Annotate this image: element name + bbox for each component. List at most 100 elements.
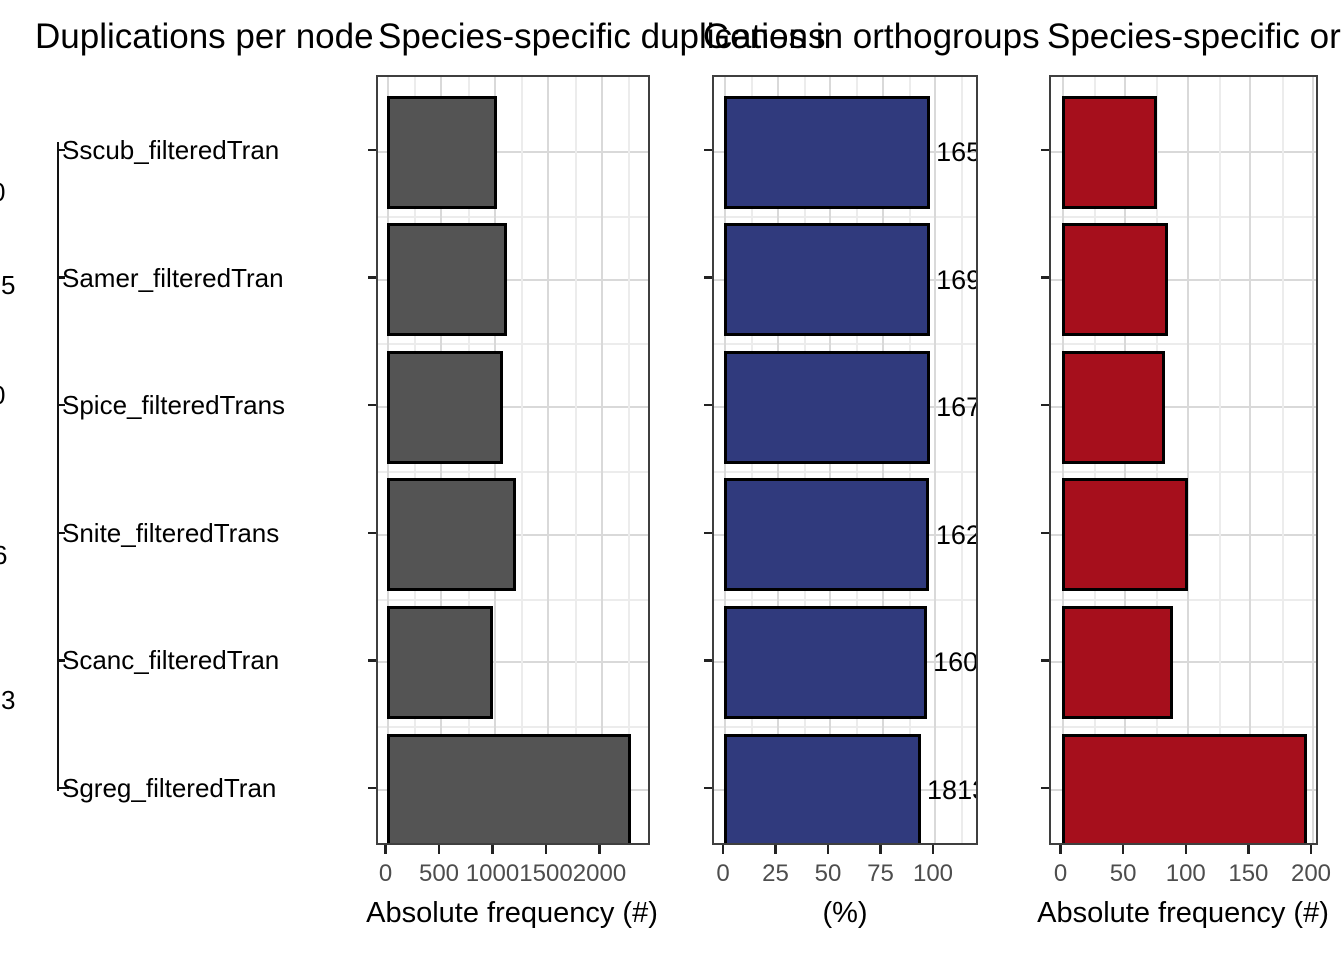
species-duplications-panel	[375, 75, 650, 845]
gridline-horizontal-minor	[1051, 726, 1316, 729]
bar-Samer_filteredTran	[724, 223, 930, 337]
gridline-vertical-minor	[1219, 77, 1222, 843]
bar-value-label: 167	[936, 392, 978, 423]
x-axis-tick-mark	[721, 845, 725, 854]
gridline-vertical-major	[1249, 77, 1252, 843]
gridline-horizontal-minor	[1051, 215, 1316, 218]
x-axis-tick-mark	[1184, 845, 1187, 854]
y-axis-tick-mark	[367, 786, 376, 790]
x-axis-tick-label: 1500	[519, 860, 573, 887]
gridline-horizontal-major	[377, 278, 648, 281]
species-label: Spice_filteredTrans	[62, 390, 286, 421]
gridline-horizontal-minor	[714, 471, 976, 473]
gridline-vertical-major	[934, 77, 936, 843]
x-axis-tick-mark	[826, 845, 830, 854]
gridline-horizontal-minor	[377, 726, 648, 729]
y-axis-tick-mark	[367, 276, 376, 279]
y-axis-tick-mark	[1041, 148, 1049, 152]
gridline-vertical-major	[547, 77, 549, 843]
bar-Scanc_filteredTran	[386, 605, 494, 719]
bar-Sscub_filteredTran	[724, 95, 930, 209]
y-axis-tick-mark	[1041, 659, 1049, 662]
x-axis-tick-mark	[774, 845, 777, 854]
bar-Snite_filteredTrans	[386, 478, 517, 592]
x-axis-tick-label: 0	[378, 860, 393, 887]
figure-title-genes-in-orthogroups: Genes in orthogroups	[703, 17, 1040, 56]
gridline-horizontal-major	[1051, 406, 1316, 409]
y-axis-tick-mark	[704, 531, 712, 535]
bar-Scanc_filteredTran	[1061, 605, 1173, 719]
gridline-vertical-minor	[1281, 77, 1284, 843]
gridline-horizontal-minor	[1051, 471, 1316, 473]
tree-node-number-fragment: 0	[0, 176, 5, 208]
bar-Spice_filteredTrans	[386, 350, 504, 464]
x-axis-tick-mark	[1309, 845, 1313, 854]
bar-Snite_filteredTrans	[1061, 478, 1188, 592]
x-axis-tick-label: 0	[716, 860, 730, 887]
gridline-horizontal-major	[1051, 661, 1316, 664]
y-axis-tick-mark	[367, 148, 376, 152]
bar-value-label: 162	[935, 519, 978, 550]
bar-Samer_filteredTran	[386, 223, 508, 337]
x-axis-title: Absolute frequency (#)	[1037, 897, 1329, 929]
gridline-vertical-minor	[628, 77, 631, 843]
bar-value-label: 165	[936, 137, 978, 167]
x-axis-tick-mark	[384, 845, 387, 854]
gridline-horizontal-minor	[714, 598, 976, 601]
tree-node-number-fragment: 5	[1, 270, 16, 300]
y-axis-tick-mark	[367, 531, 376, 535]
gridline-horizontal-major	[377, 406, 648, 409]
gridline-vertical-minor	[961, 77, 964, 843]
gridline-horizontal-minor	[1051, 598, 1316, 601]
gridline-horizontal-minor	[377, 598, 648, 601]
x-axis-tick-mark	[437, 845, 441, 854]
y-axis-tick-mark	[367, 403, 376, 407]
x-axis-tick-mark	[931, 845, 935, 854]
x-axis-title: Absolute frequency (#)	[366, 897, 658, 929]
bar-Spice_filteredTrans	[1061, 350, 1166, 464]
y-axis-tick-mark	[1041, 403, 1049, 407]
bar-Samer_filteredTran	[1061, 223, 1168, 337]
gridline-horizontal-minor	[377, 215, 648, 218]
x-axis-tick-label: 200	[1290, 860, 1332, 887]
x-axis-tick-label: 0	[1053, 860, 1068, 887]
x-axis-tick-mark	[1059, 845, 1062, 854]
gridline-horizontal-minor	[1051, 343, 1316, 346]
x-axis-tick-label: 50	[814, 860, 842, 887]
bar-value-label: 1813	[927, 775, 976, 805]
gridline-vertical-minor	[574, 77, 577, 843]
tree-trunk	[56, 142, 59, 791]
x-axis-tick-label: 500	[418, 860, 460, 887]
tree-branch-stub	[56, 531, 65, 535]
x-axis-tick-label: 150	[1228, 860, 1269, 887]
species-label: Samer_filteredTran	[62, 262, 284, 293]
gridline-horizontal-minor	[714, 726, 976, 729]
y-axis-tick-mark	[704, 148, 712, 152]
gridline-horizontal-minor	[377, 471, 648, 473]
x-axis-tick-mark	[491, 845, 494, 854]
tree-branch-stub	[56, 786, 69, 790]
x-axis-tick-label: 75	[867, 860, 894, 887]
bar-Sgreg_filteredTran	[1061, 733, 1307, 843]
species-label: Sgreg_filteredTran	[62, 773, 277, 803]
y-axis-tick-mark	[704, 276, 712, 279]
x-axis-tick-label: 100	[912, 860, 954, 887]
x-axis-tick-mark	[1121, 845, 1125, 854]
y-axis-tick-mark	[704, 786, 712, 790]
gridline-horizontal-minor	[377, 343, 648, 346]
x-axis-tick-label: 25	[762, 860, 789, 887]
gridline-vertical-major	[600, 77, 603, 843]
gridline-horizontal-minor	[714, 215, 976, 218]
y-axis-tick-mark	[704, 659, 712, 662]
tree-node-number-fragment: 3	[1, 685, 16, 715]
x-axis-tick-label: 50	[1109, 860, 1137, 887]
species-orthogroups-panel	[1049, 75, 1318, 845]
x-axis-title: (%)	[822, 897, 868, 929]
species-label: Scanc_filteredTran	[62, 645, 280, 676]
species-label: Snite_filteredTrans	[62, 517, 280, 548]
gridline-horizontal-major	[1051, 151, 1316, 153]
tree-node-number-fragment: 0	[0, 379, 5, 411]
gridline-horizontal-minor	[714, 343, 976, 346]
x-axis-tick-mark	[544, 845, 548, 854]
